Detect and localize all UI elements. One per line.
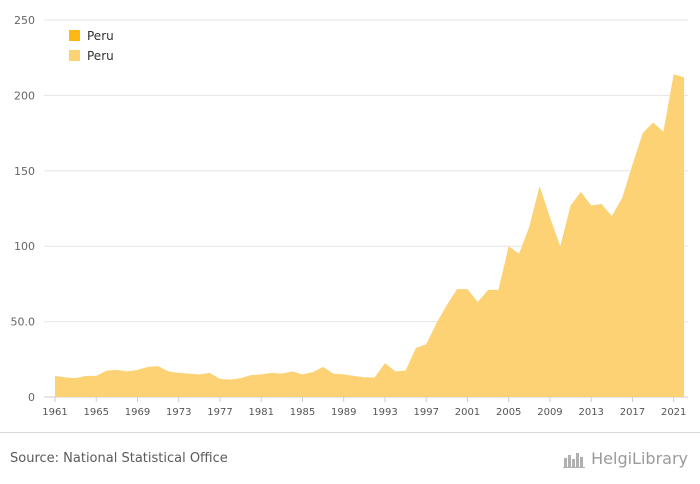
- y-tick-label: 150: [14, 165, 35, 178]
- x-tick-label: 1961: [42, 407, 67, 418]
- y-tick-label: 50.0: [11, 316, 36, 329]
- y-tick-label: 250: [14, 14, 35, 27]
- x-tick-label: 1973: [166, 407, 191, 418]
- y-tick-label: 200: [14, 89, 35, 102]
- footer: Source: National Statistical Office Helg…: [0, 432, 700, 484]
- area-series: [55, 74, 684, 398]
- x-tick-label: 1989: [331, 407, 356, 418]
- x-tick-label: 1981: [249, 407, 274, 418]
- y-tick-label: 0: [28, 391, 35, 404]
- y-axis-ticks: 0 50.0 100 150 200 250: [11, 14, 36, 404]
- legend-label-peru-1: Peru: [87, 29, 114, 43]
- legend: Peru Peru: [69, 29, 114, 63]
- x-tick-label: 1993: [372, 407, 397, 418]
- x-tick-label: 2009: [537, 407, 562, 418]
- x-tick-label: 2005: [496, 407, 521, 418]
- helgilibrary-logo[interactable]: HelgiLibrary: [563, 449, 688, 468]
- logo-text: HelgiLibrary: [591, 449, 688, 468]
- x-axis-ticks: 1961 1965 1969 1973 1977 1981 1985 1989 1993 1997…: [42, 397, 686, 418]
- x-tick-label: 2013: [578, 407, 603, 418]
- x-tick-label: 1977: [207, 407, 232, 418]
- x-tick-label: 2001: [455, 407, 480, 418]
- x-tick-label: 1969: [125, 407, 150, 418]
- legend-swatch-peru-2: [69, 50, 80, 61]
- y-tick-label: 100: [14, 240, 35, 253]
- x-tick-label: 2021: [661, 407, 686, 418]
- source-text: Source: National Statistical Office: [10, 451, 228, 466]
- x-tick-label: 1965: [84, 407, 109, 418]
- area-peru: [55, 74, 684, 398]
- library-logo-icon: [563, 452, 586, 468]
- legend-label-peru-2: Peru: [87, 49, 114, 63]
- legend-swatch-peru-1: [69, 30, 80, 41]
- x-tick-label: 1985: [290, 407, 315, 418]
- x-tick-label: 2017: [620, 407, 645, 418]
- x-tick-label: 1997: [413, 407, 438, 418]
